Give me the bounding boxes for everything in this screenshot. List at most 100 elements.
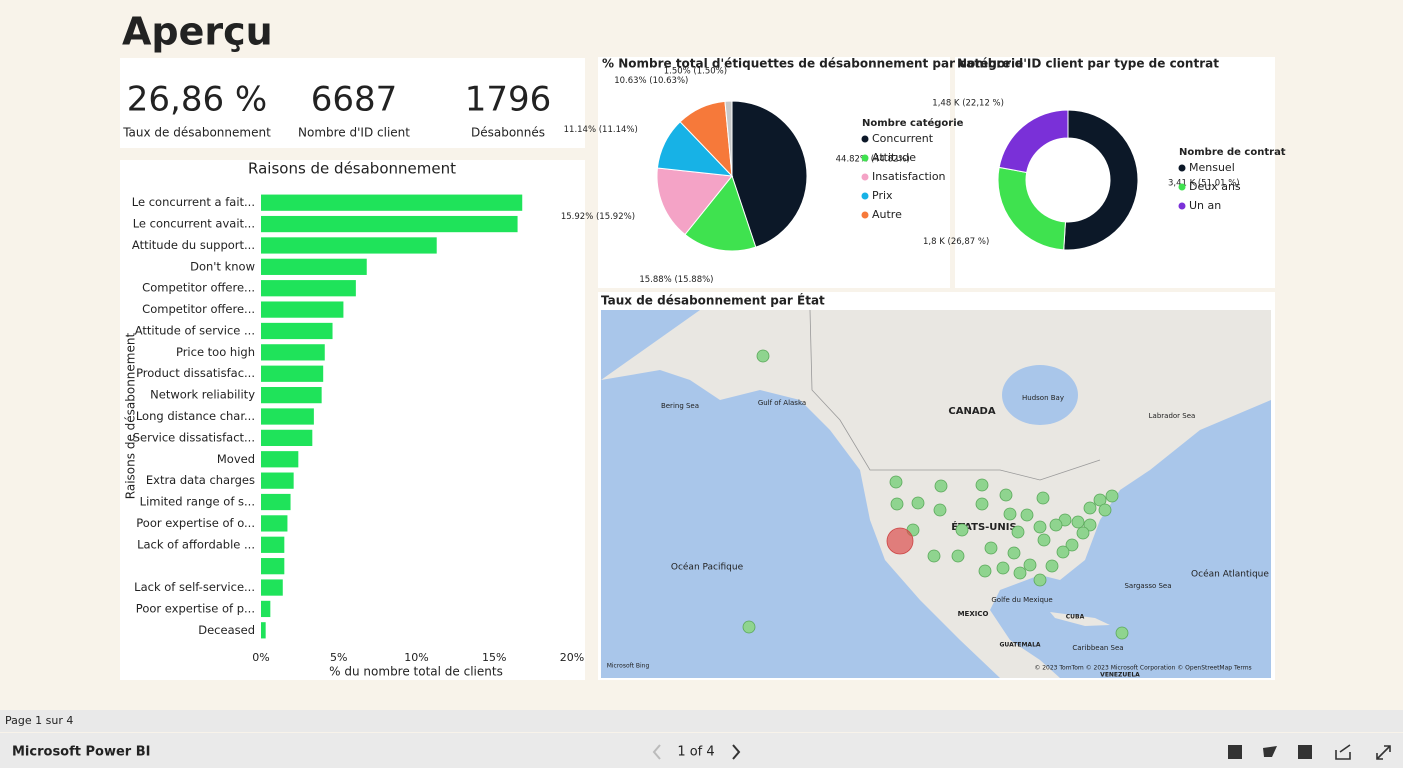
data-label: 1,48 K (22,12 %) (932, 99, 1004, 109)
map-bubble (1033, 573, 1047, 587)
y-tick-label: Deceased (198, 623, 255, 637)
kpi-card (120, 58, 585, 148)
map-bubble (1037, 533, 1051, 547)
y-tick-label: Poor expertise of o... (136, 516, 255, 530)
map-bubble (996, 561, 1010, 575)
next-page[interactable] (732, 744, 741, 760)
legend-marker (861, 154, 869, 162)
slice (998, 109, 1069, 174)
map-bubble (742, 620, 756, 634)
map-bubble (1083, 518, 1097, 532)
map-water (1002, 365, 1078, 425)
map-label: Hudson Bay (1022, 394, 1064, 402)
map-bubble (1115, 626, 1129, 640)
share[interactable] (1335, 744, 1351, 760)
legend-label: Insatisfaction (872, 170, 946, 183)
map-label: Gulf of Alaska (758, 399, 806, 407)
bar (261, 600, 271, 618)
kpi-label: Taux de désabonnement (122, 126, 271, 140)
map-bubble (890, 497, 904, 511)
slice (731, 100, 808, 248)
map-label: Bering Sea (661, 402, 699, 410)
kpi-value: 6687 (311, 80, 398, 120)
map-bubble (1105, 489, 1119, 503)
fullscreen[interactable] (1376, 745, 1391, 760)
map-bubble (934, 479, 948, 493)
kpi-value: 1796 (465, 80, 552, 120)
map-land (1050, 612, 1110, 626)
legend-marker (861, 192, 869, 200)
page-title: Aperçu (122, 10, 273, 54)
y-tick-label: Service dissatisfact... (133, 430, 255, 444)
map-border (809, 309, 1101, 481)
legend-label: Mensuel (1189, 161, 1235, 174)
chart-title: Raisons de désabonnement (248, 160, 456, 178)
legend-label: Concurrent (872, 132, 934, 145)
bar (261, 429, 313, 447)
share-facebook[interactable] (1228, 745, 1242, 759)
map-label: VENEZUELA (1100, 672, 1140, 679)
map-label: CUBA (1066, 614, 1085, 621)
y-tick-label: Attitude du support... (132, 238, 255, 252)
data-label: 44.82% (44.82%) (836, 155, 910, 165)
x-tick-label: 5% (330, 651, 347, 664)
map-bubble (1071, 515, 1085, 529)
map-bubble (1023, 558, 1037, 572)
share-twitter[interactable] (1263, 746, 1277, 757)
map-bubble (951, 549, 965, 563)
map-bubble (1036, 491, 1050, 505)
map-bubble (1093, 493, 1107, 507)
kpi-value: 26,86 % (127, 80, 267, 120)
slice (724, 100, 733, 177)
map-bubble (889, 475, 903, 489)
legend-marker (861, 211, 869, 219)
prev-page[interactable] (652, 744, 661, 760)
bar (261, 215, 518, 233)
map-title: Taux de désabonnement par État (601, 293, 825, 308)
map-label: Caribbean Sea (1072, 644, 1123, 652)
map-bubble (975, 478, 989, 492)
map-bubble (999, 488, 1013, 502)
kpi-label: Nombre d'ID client (298, 126, 410, 140)
map-bubble (1065, 538, 1079, 552)
bar (261, 258, 367, 275)
slice (1063, 109, 1139, 251)
share-linkedin[interactable] (1298, 745, 1312, 759)
map-land (601, 310, 1271, 678)
bar (261, 301, 344, 318)
map-bubble (886, 527, 914, 555)
data-label: 15.92% (15.92%) (561, 212, 635, 222)
y-tick-label: Lack of self-service... (134, 580, 255, 594)
legend-label: Prix (872, 189, 893, 202)
data-label: 11.14% (11.14%) (564, 125, 638, 135)
bar (261, 322, 333, 340)
y-tick-label: Attitude of service ... (135, 323, 255, 337)
data-label: 10.63% (10.63%) (614, 76, 688, 86)
data-label: 1.50% (1.50%) (664, 67, 727, 77)
legend-marker (1178, 202, 1186, 210)
map-bubble (1003, 507, 1017, 521)
legend-marker (1178, 164, 1186, 172)
pager: 1 of 4 (677, 745, 714, 760)
map-bubble (1056, 545, 1070, 559)
bar (261, 493, 291, 511)
bar (261, 515, 288, 532)
map-label: Golfe du Mexique (991, 596, 1052, 604)
map-label: GUATEMALA (999, 642, 1040, 649)
map-label: Océan Pacifique (671, 562, 744, 573)
map-bubble (927, 549, 941, 563)
data-label: 3,41 K (51,01 %) (1168, 179, 1240, 189)
y-tick-label: Lack of affordable ... (137, 537, 255, 551)
y-tick-label: Competitor offere... (142, 302, 255, 316)
map-label: Labrador Sea (1149, 412, 1196, 420)
y-tick-label: Le concurrent a fait... (132, 195, 255, 209)
data-label: 15.88% (15.88%) (639, 275, 713, 285)
map-label: MEXICO (958, 610, 989, 618)
y-axis-title: Raisons de désabonnement (124, 333, 138, 500)
map-bubble (1020, 508, 1034, 522)
map-bubble (756, 349, 770, 363)
bar (261, 408, 314, 425)
chart-title: % Nombre total d'étiquettes de désabonne… (602, 57, 1023, 71)
